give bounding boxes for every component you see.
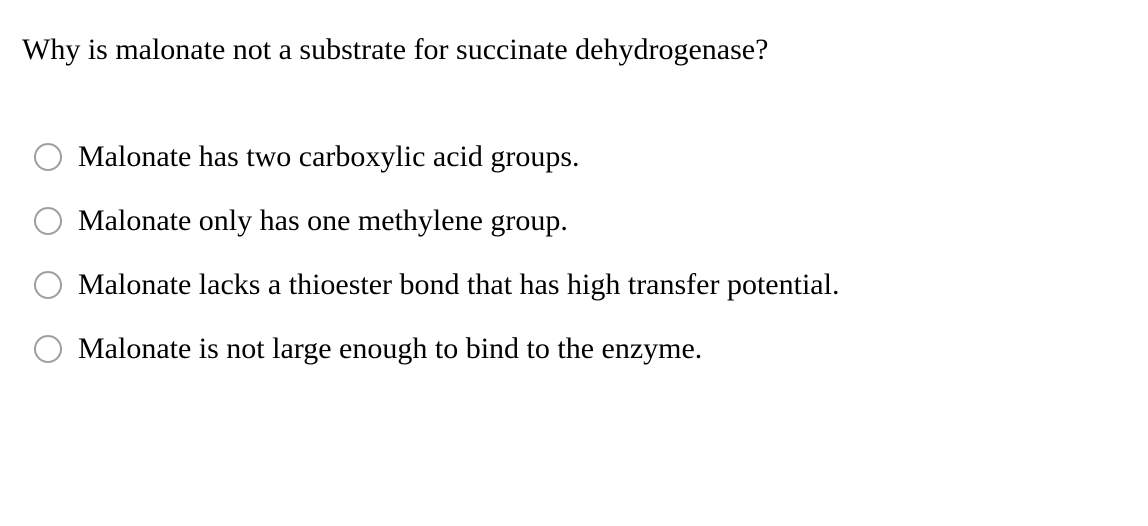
radio-circle-icon [34,207,62,235]
option-label: Malonate only has one methylene group. [78,203,568,239]
options-group: Malonate has two carboxylic acid groups.… [22,139,1126,367]
radio-circle-icon [34,143,62,171]
option-3[interactable]: Malonate is not large enough to bind to … [34,331,1126,367]
radio-circle-icon [34,335,62,363]
radio-circle-icon [34,271,62,299]
option-0[interactable]: Malonate has two carboxylic acid groups. [34,139,1126,175]
question-text: Why is malonate not a substrate for succ… [22,30,1126,69]
option-2[interactable]: Malonate lacks a thioester bond that has… [34,267,1126,303]
question-container: Why is malonate not a substrate for succ… [0,0,1148,425]
option-label: Malonate lacks a thioester bond that has… [78,267,839,303]
option-1[interactable]: Malonate only has one methylene group. [34,203,1126,239]
option-label: Malonate has two carboxylic acid groups. [78,139,580,175]
option-label: Malonate is not large enough to bind to … [78,331,702,367]
